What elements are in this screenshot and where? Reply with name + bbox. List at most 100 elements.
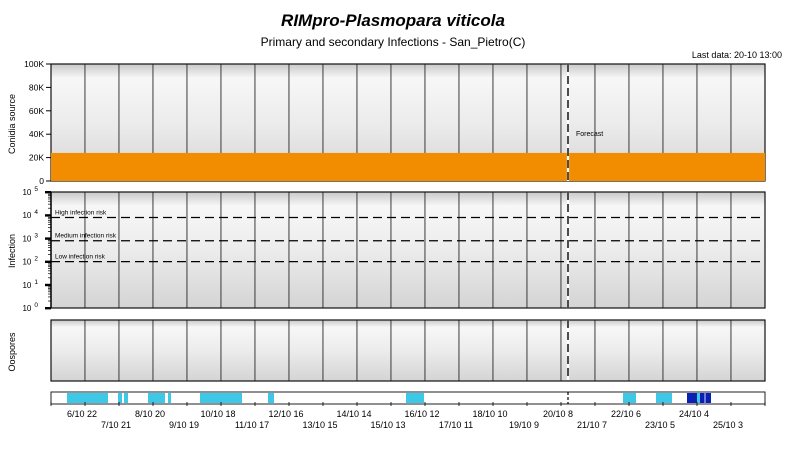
wetness-cell: [406, 393, 424, 403]
x-tick-label: 13/10 15: [302, 420, 337, 430]
wetness-strip: [50, 391, 766, 406]
chart-subtitle: Primary and secondary Infections - San_P…: [261, 35, 526, 49]
panel-conidia: Forecast 100K 80K 60K 40K 20K 0 Conidia sourc…: [7, 59, 766, 186]
y-tick-label: 20K: [29, 153, 44, 163]
y-tick-label: 100K: [24, 59, 44, 69]
threshold-label: High infection risk: [55, 210, 107, 217]
x-tick-label: 18/10 10: [472, 409, 507, 419]
wetness-cell: [124, 393, 128, 403]
oospores-column: [356, 319, 392, 382]
wetness-cell: [67, 393, 108, 403]
oospores-columns: [50, 319, 766, 382]
infection-thresholds: High infection risk Medium infection risk…: [51, 210, 765, 263]
infection-column: [322, 191, 358, 309]
wetness-cell: [168, 393, 171, 403]
oospores-column: [424, 319, 460, 382]
infection-column: [356, 191, 392, 309]
infection-column: [186, 191, 222, 309]
y-tick-label: 10 4: [22, 209, 38, 220]
infection-column: [526, 191, 562, 309]
threshold-label: Medium infection risk: [55, 233, 117, 240]
infection-column: [628, 191, 664, 309]
oospores-column: [492, 319, 528, 382]
infection-column: [594, 191, 630, 309]
y-tick-label: 10 5: [22, 186, 38, 197]
oospores-column: [118, 319, 154, 382]
infection-column: [730, 191, 766, 309]
x-tick-label: 10/10 18: [200, 409, 235, 419]
wetness-cell: [166, 393, 167, 403]
conidia-area: [51, 152, 765, 181]
infection-y-label: Infection: [7, 234, 17, 268]
infection-column: [560, 191, 596, 309]
conidia-y-label: Conidia source: [7, 94, 17, 154]
x-tick-label: 21/10 7: [577, 420, 607, 430]
y-tick-label: 40K: [29, 129, 44, 139]
wetness-cell: [118, 393, 122, 403]
infection-column: [288, 191, 324, 309]
x-tick-label: 23/10 5: [645, 420, 675, 430]
infection-column: [492, 191, 528, 309]
x-tick-label: 22/10 6: [611, 409, 641, 419]
x-tick-label: 19/10 9: [509, 420, 539, 430]
oospores-column: [152, 319, 188, 382]
y-tick-label: 80K: [29, 82, 44, 92]
x-tick-label: 20/10 8: [543, 409, 573, 419]
y-tick-label: 0: [39, 176, 44, 186]
y-tick-label: 10 1: [22, 279, 38, 290]
wetness-cell: [623, 393, 636, 403]
wetness-cell: [200, 393, 242, 403]
chart-title: RIMpro-Plasmopara viticola: [281, 11, 505, 30]
x-tick-label: 12/10 16: [268, 409, 303, 419]
panel-oospores: Oospores: [7, 319, 766, 382]
x-tick-label: 17/10 11: [439, 420, 473, 430]
wetness-cell: [268, 393, 274, 403]
infection-column: [118, 191, 154, 309]
oospores-column: [662, 319, 698, 382]
y-tick-label: 60K: [29, 106, 44, 116]
x-tick-label: 15/10 13: [370, 420, 405, 430]
oospores-column: [84, 319, 120, 382]
oospores-column: [288, 319, 324, 382]
x-axis-labels: 6/10 22 8/10 20 10/10 18 12/10 16 14/10 14 16…: [67, 409, 743, 430]
oospores-column: [186, 319, 222, 382]
y-tick-label: 10 3: [22, 232, 38, 243]
x-tick-label: 6/10 22: [67, 409, 97, 419]
x-tick-label: 14/10 14: [336, 409, 371, 419]
oospores-column: [322, 319, 358, 382]
oospores-column: [458, 319, 494, 382]
oospores-column: [50, 319, 86, 382]
oospores-column: [560, 319, 596, 382]
oospores-column: [696, 319, 732, 382]
oospores-column: [254, 319, 290, 382]
infection-column: [84, 191, 120, 309]
infection-column: [390, 191, 426, 309]
oospores-column: [594, 319, 630, 382]
infection-column: [220, 191, 256, 309]
oospores-y-label: Oospores: [7, 332, 17, 372]
x-tick-label: 9/10 19: [169, 420, 199, 430]
wetness-cell: [656, 393, 672, 403]
oospores-column: [220, 319, 256, 382]
infection-column: [254, 191, 290, 309]
infection-column: [152, 191, 188, 309]
threshold-label: Low infection risk: [55, 254, 106, 261]
y-tick-label: 10 0: [22, 302, 38, 313]
x-tick-label: 16/10 12: [404, 409, 439, 419]
infection-column: [50, 191, 86, 309]
last-data-label: Last data: 20-10 13:00: [692, 50, 782, 60]
infection-column: [458, 191, 494, 309]
oospores-column: [628, 319, 664, 382]
x-tick-label: 24/10 4: [679, 409, 709, 419]
oospores-column: [730, 319, 766, 382]
wetness-cell: [697, 393, 700, 403]
x-tick-label: 25/10 3: [713, 420, 743, 430]
x-tick-label: 11/10 17: [235, 420, 269, 430]
x-tick-label: 8/10 20: [135, 409, 165, 419]
forecast-label: Forecast: [576, 131, 603, 138]
y-tick-label: 10 2: [22, 256, 38, 267]
x-tick-label: 7/10 21: [101, 420, 131, 430]
infection-columns: [50, 191, 766, 309]
